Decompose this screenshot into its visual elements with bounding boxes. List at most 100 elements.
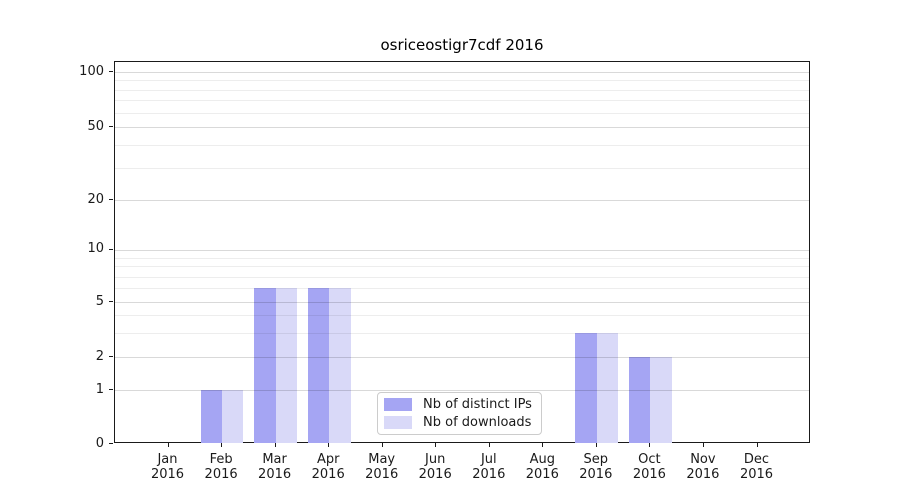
major-gridline [115,200,809,201]
y-tick-label: 2 [95,348,104,364]
x-tick-label-line: Dec [743,452,770,467]
x-tick-label-line: 2016 [632,467,666,482]
x-tick-label: Jul 2016 [454,452,524,482]
x-tick-mark [649,443,651,447]
bar-distinct-ips [307,288,330,443]
bar-downloads [275,288,297,443]
minor-gridline [115,167,809,169]
x-tick-label-line: 2016 [150,467,185,482]
x-tick-label-line: Jul [480,452,497,467]
x-tick-mark [328,443,330,447]
x-tick-label: Nov 2016 [668,452,738,482]
x-tick-label: Feb 2016 [186,452,256,482]
x-tick-mark [435,443,437,447]
x-tick-label: Jun 2016 [400,452,470,482]
y-tick-mark [109,443,113,444]
x-tick-label-line: 2016 [258,467,292,482]
y-tick-mark [109,356,113,357]
x-tick-label-line: Jan [157,452,178,467]
legend-label: Nb of downloads [423,415,532,430]
minor-gridline [115,315,809,317]
chart-title: osriceostigr7cdf 2016 [380,36,544,54]
minor-gridline [115,332,809,334]
x-tick-label-line: 2016 [472,467,506,482]
x-tick-label-line: 2016 [579,467,613,482]
minor-gridline [115,288,809,290]
minor-gridline [115,276,809,278]
legend-item-distinct-ips: Nb of distinct IPs [384,397,532,412]
minor-gridline [115,80,809,82]
x-tick-label: Dec 2016 [722,452,792,482]
x-tick-label-line: Apr [316,452,340,467]
bar-distinct-ips [200,390,223,443]
x-tick-label-line: May [368,452,396,467]
minor-gridline [115,112,809,114]
y-tick-mark [109,126,113,127]
x-tick-label-line: Oct [638,452,661,467]
x-tick-label-line: 2016 [525,467,559,482]
x-tick-mark [595,443,597,447]
major-gridline [115,302,809,303]
x-tick-label-line: 2016 [365,467,399,482]
x-tick-mark [167,443,169,447]
x-tick-mark [488,443,490,447]
x-tick-mark [221,443,223,447]
x-tick-label-line: 2016 [686,467,720,482]
bar-distinct-ips [575,332,597,443]
x-tick-mark [274,443,276,447]
x-tick-mark [756,443,758,447]
x-tick-label-line: Sep [583,452,609,467]
y-tick-label: 20 [87,191,104,207]
x-tick-label: Oct 2016 [614,452,684,482]
y-tick-mark [109,71,113,72]
y-tick-mark [109,248,113,250]
x-tick-label: Sep 2016 [561,452,631,482]
x-tick-label: Jan 2016 [133,452,203,482]
major-gridline [115,72,809,73]
bar-downloads [596,332,619,443]
legend: Nb of distinct IPs Nb of downloads [377,392,542,435]
y-tick-label: 50 [87,118,104,134]
minor-gridline [115,89,809,91]
major-gridline [115,249,809,251]
bar-downloads [222,390,244,443]
x-tick-label-line: 2016 [418,467,452,482]
bar-downloads [650,357,672,443]
legend-item-downloads: Nb of downloads [384,415,532,430]
y-tick-label: 5 [95,293,104,309]
minor-gridline [115,144,809,146]
y-tick-mark [109,199,113,200]
minor-gridline [115,100,809,102]
x-tick-label: May 2016 [347,452,417,482]
major-gridline [115,127,809,128]
plot-area [114,61,810,443]
y-tick-mark [109,389,113,390]
major-gridline [115,357,809,358]
x-tick-label: Mar 2016 [240,452,310,482]
y-tick-label: 1 [95,381,104,397]
x-tick-label: Apr 2016 [293,452,363,482]
bar-distinct-ips [254,288,276,443]
y-tick-mark [109,301,113,302]
major-gridline [115,390,809,391]
x-tick-label-line: 2016 [311,467,345,482]
legend-swatch-downloads [384,416,412,429]
y-tick-label: 0 [95,435,104,451]
legend-label: Nb of distinct IPs [423,397,532,412]
bar-distinct-ips [629,357,651,443]
minor-gridline [115,257,809,259]
x-tick-label-line: 2016 [204,467,238,482]
x-tick-label-line: Aug [529,452,555,467]
x-tick-label-line: Nov [690,452,716,467]
x-tick-label-line: Jun [425,452,446,467]
minor-gridline [115,266,809,268]
x-tick-label-line: Mar [262,452,287,467]
y-tick-label: 100 [79,63,104,79]
x-tick-label-line: 2016 [739,467,774,482]
x-tick-mark [702,443,704,447]
x-tick-label: Aug 2016 [507,452,577,482]
x-tick-label-line: Feb [209,452,233,467]
bar-downloads [329,288,351,443]
x-tick-mark [542,443,544,447]
